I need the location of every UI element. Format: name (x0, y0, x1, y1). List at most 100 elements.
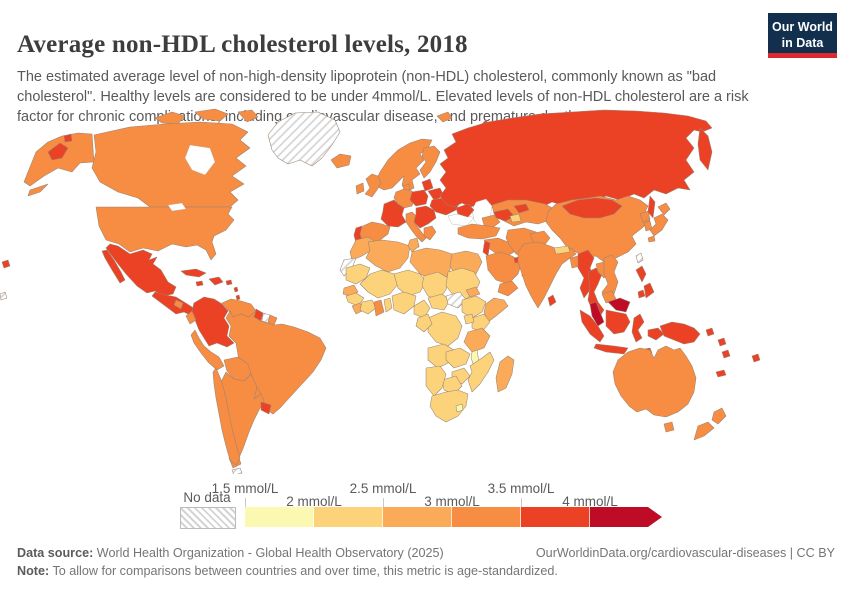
country-malaysia[interactable] (607, 297, 631, 313)
country-cameroon[interactable] (413, 299, 431, 319)
no-data-swatch[interactable] (180, 507, 236, 529)
country-lebanon-jordan[interactable] (482, 240, 491, 257)
country-kenya[interactable] (471, 313, 491, 333)
country-uganda[interactable] (463, 313, 475, 325)
country-new-zealand[interactable] (711, 407, 727, 425)
country-poland-czechia[interactable] (409, 189, 429, 207)
country-alaska[interactable] (23, 132, 95, 187)
country-usa[interactable] (95, 206, 235, 261)
country-ecuador[interactable] (185, 310, 197, 325)
country-new-caledonia[interactable] (715, 369, 727, 378)
country-mexico[interactable] (105, 243, 177, 297)
country-somalia[interactable] (483, 297, 509, 323)
country-russia-chukotka[interactable] (47, 142, 69, 161)
country-colombia[interactable] (191, 296, 235, 348)
country-russia[interactable] (439, 109, 713, 210)
country-malaysia[interactable] (589, 301, 605, 327)
country-norway-sweden[interactable] (373, 138, 433, 193)
country-new-zealand[interactable] (693, 421, 715, 441)
country-bismarck[interactable] (705, 327, 715, 337)
country-iceland[interactable] (330, 153, 352, 169)
country-russia-kamchatka[interactable] (697, 127, 713, 171)
country-indonesia-borneo[interactable] (605, 309, 631, 335)
country-hispaniola[interactable] (208, 276, 224, 286)
country-caucasus[interactable] (455, 203, 475, 218)
world-map[interactable] (0, 104, 850, 474)
country-eritrea-djibouti[interactable] (465, 286, 481, 298)
country-vanuatu[interactable] (721, 349, 731, 359)
legend-segment-5[interactable] (521, 507, 590, 527)
country-jamaica[interactable] (195, 280, 204, 287)
owid-credit-link[interactable]: OurWorldinData.org/cardiovascular-diseas… (535, 546, 835, 560)
country-cuba[interactable] (180, 268, 207, 278)
country-togo-benin[interactable] (383, 297, 393, 313)
country-svalbard[interactable] (436, 111, 453, 123)
country-tajikistan[interactable] (509, 213, 522, 223)
country-pacific-islet[interactable] (1, 259, 11, 269)
country-philippines[interactable] (643, 282, 655, 299)
country-ivory-coast[interactable] (359, 299, 377, 315)
country-turkmenistan[interactable] (481, 214, 501, 229)
country-russia-sakhalin[interactable] (647, 195, 656, 219)
country-algeria[interactable] (365, 239, 411, 273)
country-canada-arctic[interactable] (194, 108, 229, 122)
country-ireland[interactable] (355, 182, 365, 195)
country-japan[interactable] (647, 235, 656, 243)
country-japan[interactable] (657, 202, 671, 216)
legend-segment-1[interactable] (245, 507, 314, 527)
country-tasmania[interactable] (663, 421, 675, 433)
country-pacific-islet[interactable] (0, 291, 8, 301)
country-central-african-republic[interactable] (427, 293, 451, 311)
country-lesser-antilles[interactable] (235, 294, 241, 301)
country-mongolia[interactable] (561, 197, 623, 219)
country-drc[interactable] (427, 311, 463, 347)
country-vietnam[interactable] (601, 254, 619, 301)
country-indonesia-java[interactable] (593, 343, 629, 355)
country-uk[interactable] (364, 173, 382, 198)
country-ghana[interactable] (373, 299, 385, 317)
country-canada[interactable] (91, 121, 251, 208)
country-indonesia-sumatra[interactable] (579, 309, 605, 343)
country-libya[interactable] (409, 247, 453, 283)
country-indonesia-maluku[interactable] (647, 327, 665, 341)
country-saudi-arabia[interactable] (485, 251, 523, 285)
country-canada-arctic[interactable] (237, 109, 259, 123)
country-mexico-baja[interactable] (101, 249, 126, 284)
country-canada-arctic[interactable] (154, 111, 186, 125)
country-baltics[interactable] (421, 178, 434, 192)
country-madagascar[interactable] (495, 355, 515, 393)
country-puerto-rico[interactable] (225, 279, 233, 286)
country-russia-islet[interactable] (63, 133, 73, 143)
country-indonesia-sulawesi[interactable] (631, 313, 645, 343)
legend-segment-3[interactable] (383, 507, 452, 527)
country-guinea[interactable] (345, 292, 365, 307)
country-finland[interactable] (419, 145, 441, 179)
country-zambia[interactable] (445, 347, 471, 369)
country-taiwan[interactable] (635, 252, 644, 264)
country-gabon-congo[interactable] (415, 313, 433, 333)
country-tanzania[interactable] (463, 327, 491, 353)
country-north-korea[interactable] (639, 210, 651, 223)
country-fiji[interactable] (751, 353, 761, 363)
country-ethiopia[interactable] (461, 295, 487, 319)
country-uruguay[interactable] (260, 401, 272, 415)
country-south-africa[interactable] (429, 389, 469, 423)
country-new-guinea[interactable] (659, 321, 701, 345)
legend-segment-6-arrow[interactable] (590, 507, 662, 527)
country-sri-lanka[interactable] (547, 294, 557, 307)
country-nigeria[interactable] (391, 291, 417, 315)
country-chile[interactable] (212, 367, 241, 466)
country-romania-balkans[interactable] (413, 205, 437, 229)
country-cambodia[interactable] (601, 290, 617, 304)
country-philippines[interactable] (635, 265, 647, 283)
country-turkey[interactable] (457, 223, 501, 240)
country-yemen[interactable] (497, 280, 519, 297)
country-peru[interactable] (190, 329, 225, 371)
country-italy[interactable] (405, 211, 427, 243)
country-lesotho[interactable] (455, 403, 464, 413)
legend-segment-4[interactable] (452, 507, 521, 527)
country-solomon[interactable] (717, 337, 727, 347)
country-namibia[interactable] (425, 365, 447, 397)
country-nepal[interactable] (553, 245, 571, 255)
country-kyrgyzstan[interactable] (513, 203, 530, 214)
